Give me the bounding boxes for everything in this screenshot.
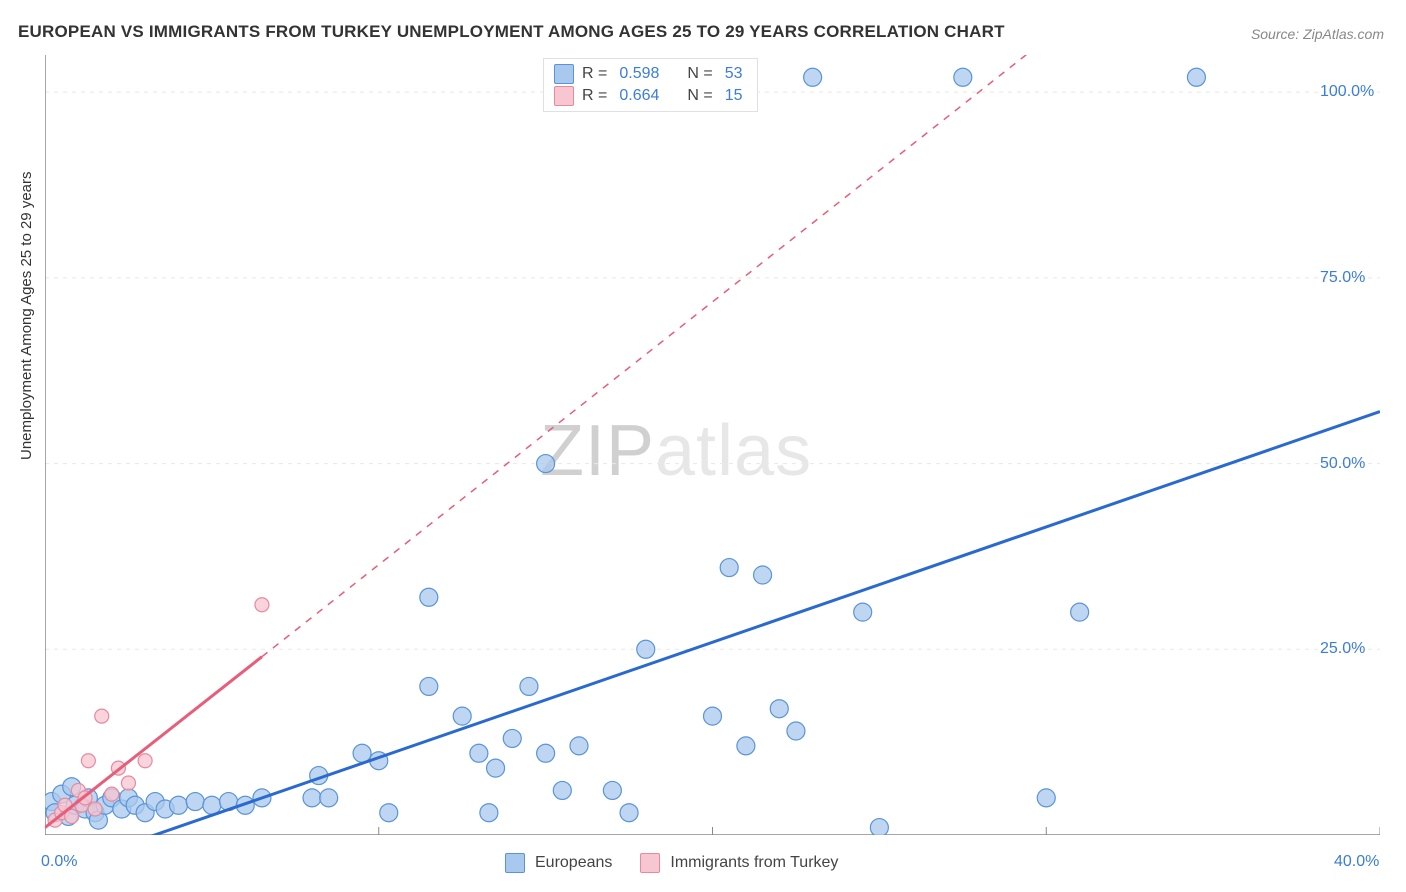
x-tick-label: 40.0%	[1334, 853, 1379, 871]
chart-svg	[45, 55, 1380, 835]
legend-swatch-icon	[554, 86, 574, 106]
series-legend: Europeans Immigrants from Turkey	[505, 853, 856, 873]
legend-n-value: 53	[725, 65, 743, 83]
legend-n-label: N =	[687, 87, 712, 105]
scatter-plot	[45, 55, 1380, 835]
legend-r-value: 0.664	[619, 87, 659, 105]
correlation-legend: R = 0.598 N = 53 R = 0.664 N = 15	[543, 58, 758, 112]
x-tick-label: 0.0%	[41, 853, 77, 871]
legend-row-turkey: R = 0.664 N = 15	[554, 85, 747, 107]
legend-series-label: Immigrants from Turkey	[670, 854, 838, 872]
y-tick-label: 100.0%	[1320, 83, 1374, 101]
y-tick-label: 25.0%	[1320, 640, 1365, 658]
source-attribution: Source: ZipAtlas.com	[1251, 26, 1384, 42]
legend-r-label: R =	[582, 65, 607, 83]
legend-swatch-icon	[505, 853, 525, 873]
legend-n-value: 15	[725, 87, 743, 105]
legend-row-europeans: R = 0.598 N = 53	[554, 63, 747, 85]
y-axis-label: Unemployment Among Ages 25 to 29 years	[18, 171, 35, 460]
legend-r-value: 0.598	[619, 65, 659, 83]
chart-title: EUROPEAN VS IMMIGRANTS FROM TURKEY UNEMP…	[18, 22, 1005, 42]
legend-swatch-icon	[554, 64, 574, 84]
legend-swatch-icon	[640, 853, 660, 873]
legend-series-label: Europeans	[535, 854, 612, 872]
legend-n-label: N =	[687, 65, 712, 83]
y-tick-label: 75.0%	[1320, 269, 1365, 287]
y-tick-label: 50.0%	[1320, 455, 1365, 473]
legend-r-label: R =	[582, 87, 607, 105]
